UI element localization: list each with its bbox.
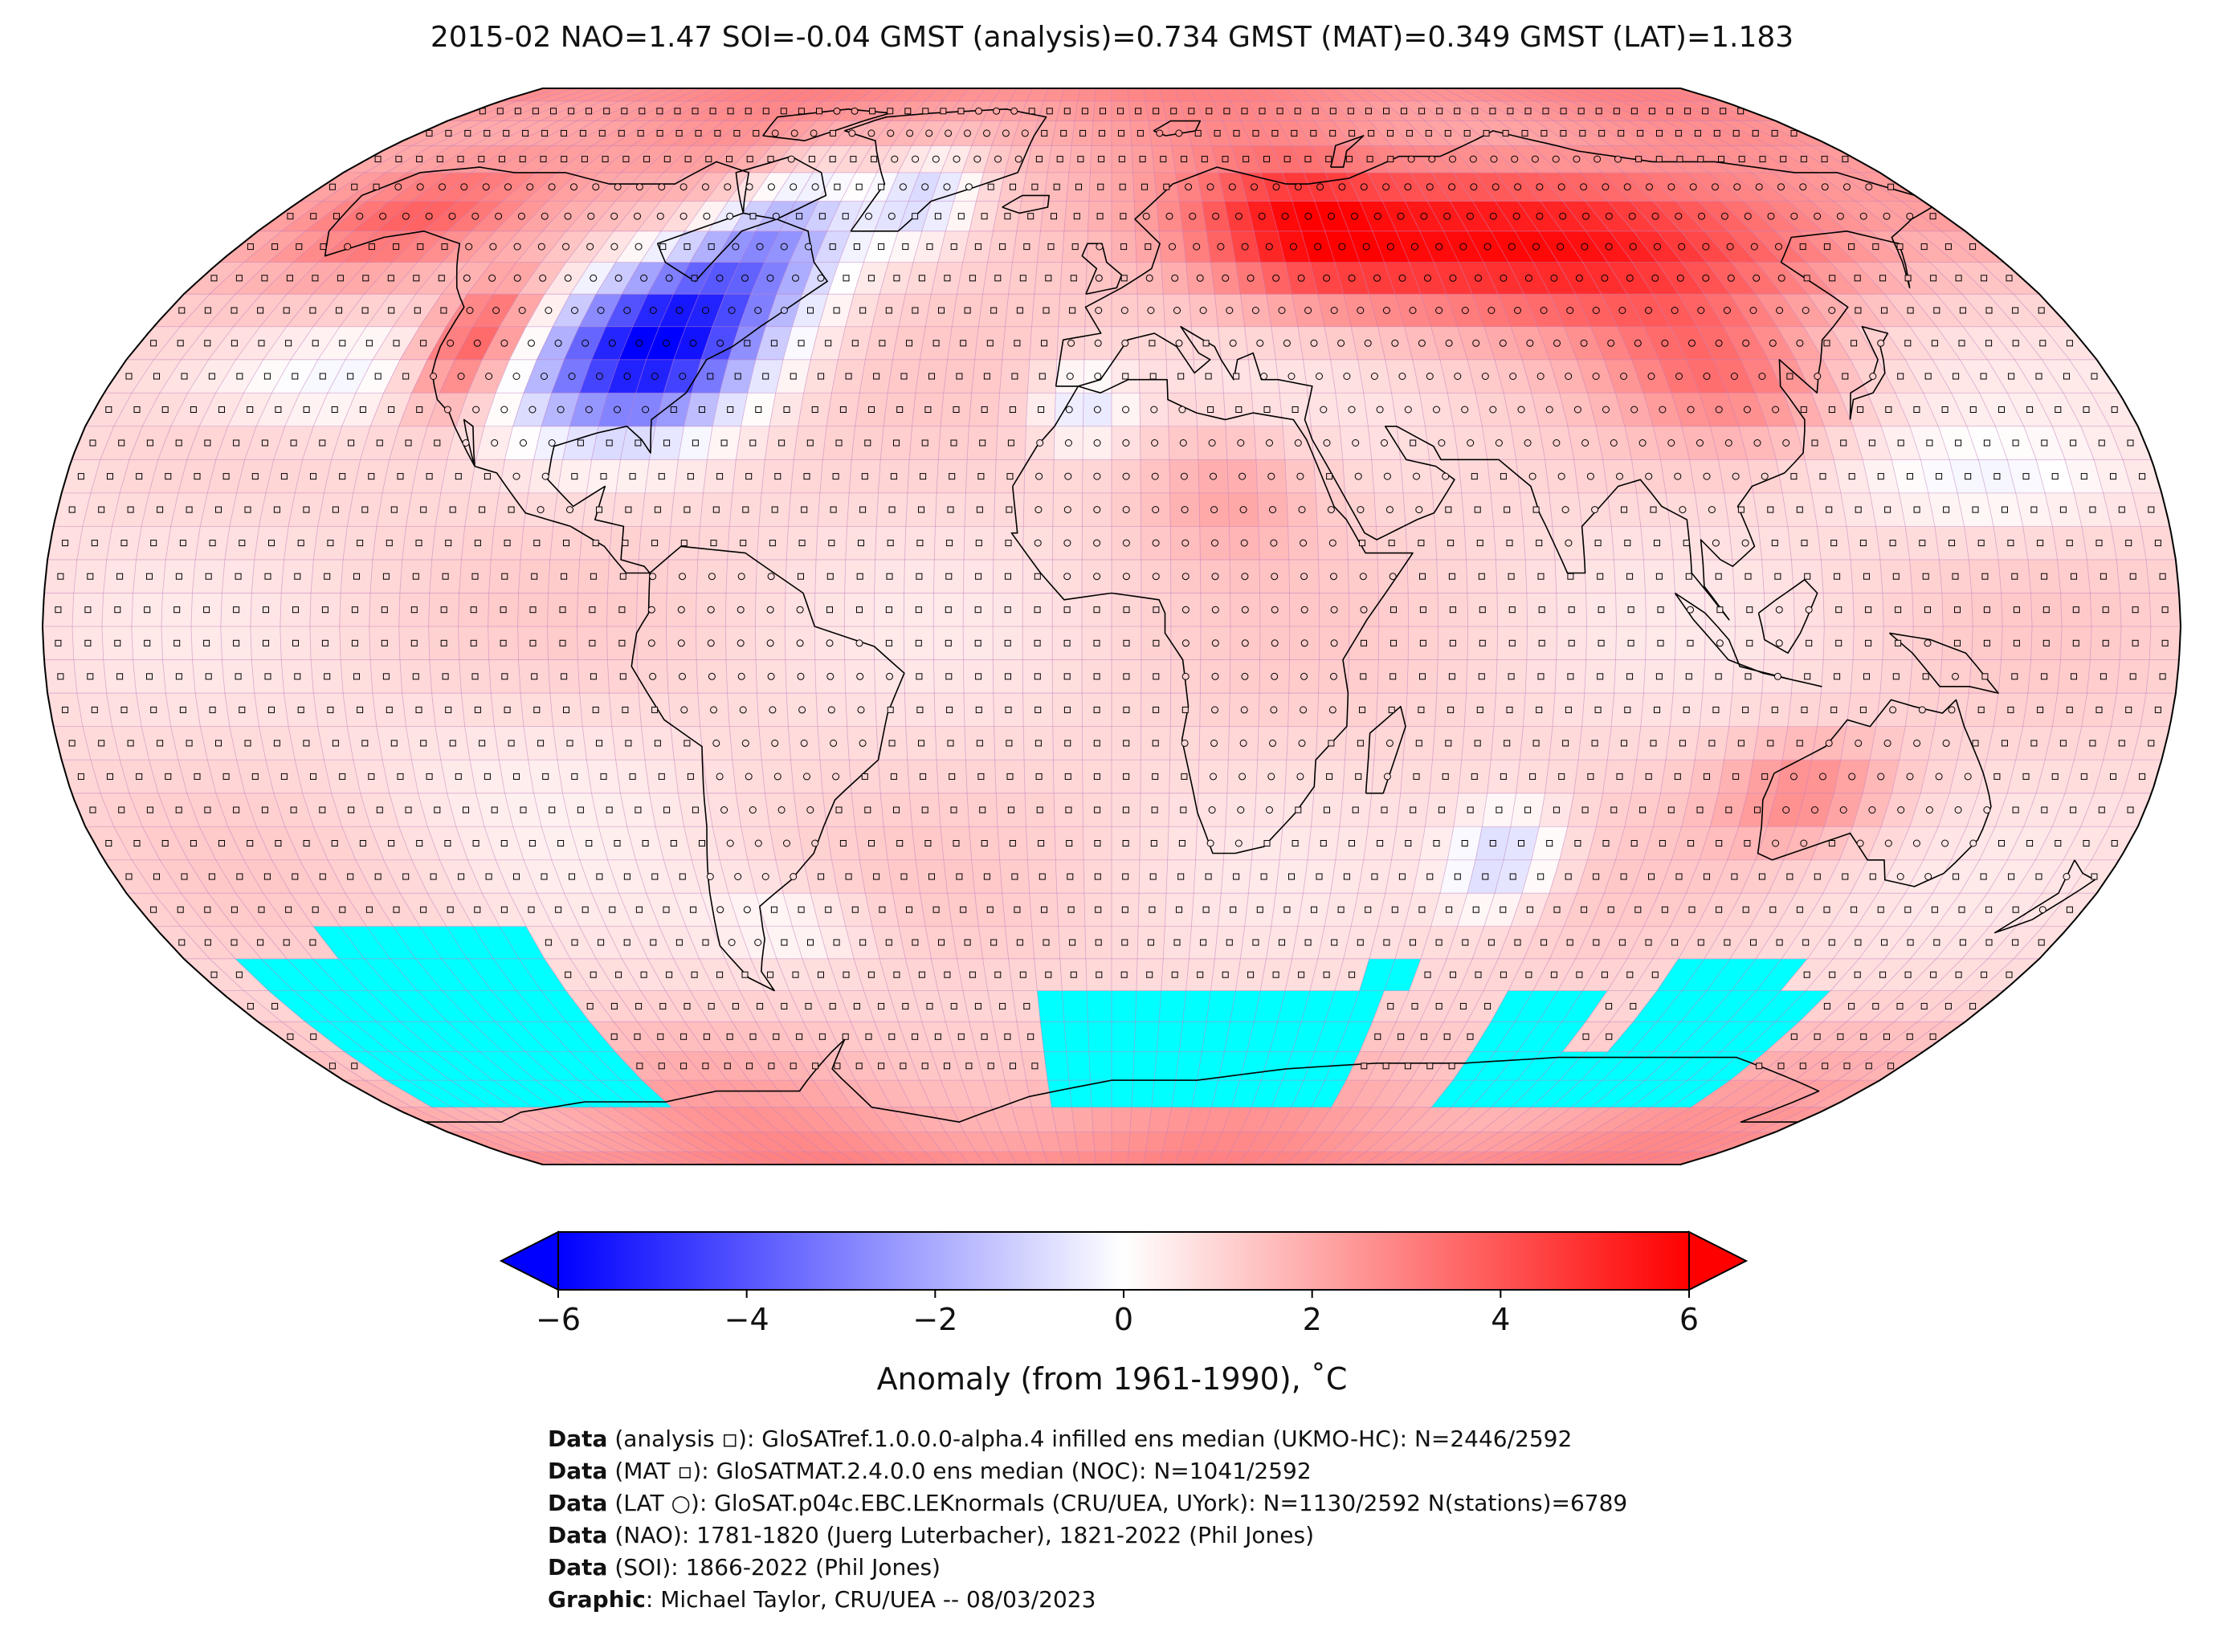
credit-line-soi: Data (SOI): 1866-2022 (Phil Jones) — [548, 1554, 941, 1581]
credit-line-lat: Data (LAT ○): GloSAT.p04c.EBC.LEKnormals… — [548, 1490, 1628, 1516]
colorbar-tick-label: 4 — [1491, 1302, 1510, 1337]
data-credits: Data (analysis ◽): GloSATref.1.0.0.0-alp… — [548, 1423, 1627, 1616]
colorbar-tick-label: −6 — [536, 1302, 581, 1337]
colorbar-tick-label: −2 — [912, 1302, 957, 1337]
colorbar-tick-label: 0 — [1114, 1302, 1133, 1337]
map-title: 2015-02 NAO=1.47 SOI=-0.04 GMST (analysi… — [430, 21, 1794, 54]
anomaly-map — [41, 88, 2182, 1165]
colorbar-high-extend — [1688, 1230, 1749, 1291]
colorbar-gradient — [557, 1231, 1690, 1291]
colorbar-low-extend — [499, 1230, 559, 1291]
colorbar: −6 −4 −2 0 2 4 6 — [499, 1230, 1749, 1337]
credit-line-mat: Data (MAT ▫): GloSATMAT.2.4.0.0 ens medi… — [548, 1458, 1312, 1484]
colorbar-tick-label: 2 — [1303, 1302, 1322, 1337]
colorbar-label: Anomaly (from 1961-1990), ˚C — [876, 1361, 1348, 1397]
credit-line-graphic: Graphic: Michael Taylor, CRU/UEA -- 08/0… — [548, 1586, 1096, 1613]
credit-line-analysis: Data (analysis ◽): GloSATref.1.0.0.0-alp… — [548, 1426, 1573, 1452]
colorbar-ticks: −6 −4 −2 0 2 4 6 — [536, 1290, 1699, 1337]
credit-line-nao: Data (NAO): 1781-1820 (Juerg Luterbacher… — [548, 1522, 1315, 1548]
colorbar-tick-label: 6 — [1679, 1302, 1699, 1337]
colorbar-tick-label: −4 — [724, 1302, 769, 1337]
